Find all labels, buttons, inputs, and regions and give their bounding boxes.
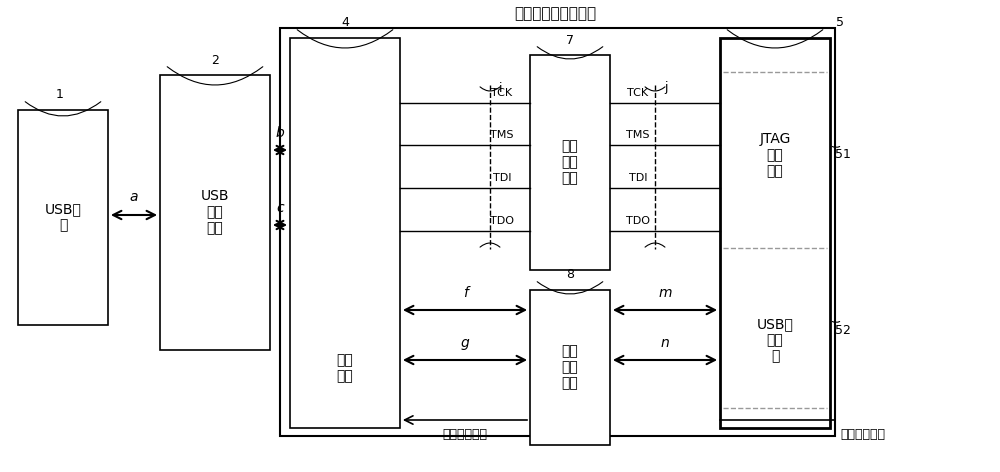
Text: 第一
驱动
芯片: 第一 驱动 芯片 <box>562 139 578 185</box>
Text: 1: 1 <box>56 89 64 101</box>
Text: TDI: TDI <box>493 173 511 183</box>
Text: TCK: TCK <box>627 88 649 98</box>
Bar <box>530 55 610 270</box>
Text: a: a <box>130 190 138 204</box>
Text: 2: 2 <box>211 53 219 67</box>
Text: m: m <box>658 286 672 300</box>
Text: f: f <box>463 286 467 300</box>
Bar <box>280 28 835 436</box>
Text: c: c <box>276 201 284 215</box>
Text: USB接
口: USB接 口 <box>45 202 81 233</box>
Text: 通道切换指令: 通道切换指令 <box>840 429 885 441</box>
Text: 主控
芯片: 主控 芯片 <box>337 353 353 383</box>
Text: 5: 5 <box>836 17 844 29</box>
Bar <box>18 110 108 325</box>
Text: TCK: TCK <box>491 88 513 98</box>
Text: 4: 4 <box>341 17 349 29</box>
Text: TDO: TDO <box>490 216 514 226</box>
Bar <box>160 75 270 350</box>
Text: USB传
输通
道: USB传 输通 道 <box>757 317 793 363</box>
Bar <box>530 290 610 445</box>
Text: i: i <box>499 82 503 94</box>
Text: j: j <box>664 82 668 94</box>
Text: TMS: TMS <box>490 130 514 140</box>
Text: 7: 7 <box>566 34 574 47</box>
Text: TDI: TDI <box>629 173 647 183</box>
Text: 双通道数据传输装置: 双通道数据传输装置 <box>514 7 596 22</box>
Bar <box>290 38 400 428</box>
Text: TMS: TMS <box>626 130 650 140</box>
Text: 51: 51 <box>835 149 851 161</box>
Text: 第二
驱动
芯片: 第二 驱动 芯片 <box>562 344 578 391</box>
Bar <box>720 38 830 428</box>
Text: g: g <box>461 336 469 350</box>
Text: 8: 8 <box>566 269 574 281</box>
Text: TDO: TDO <box>626 216 650 226</box>
Text: 52: 52 <box>835 323 851 337</box>
Text: JTAG
传输
通道: JTAG 传输 通道 <box>759 132 791 178</box>
Text: USB
接口
芯片: USB 接口 芯片 <box>201 189 229 236</box>
Text: n: n <box>661 336 669 350</box>
Text: 通道切换指令: 通道切换指令 <box>442 429 488 441</box>
Text: b: b <box>276 126 284 140</box>
